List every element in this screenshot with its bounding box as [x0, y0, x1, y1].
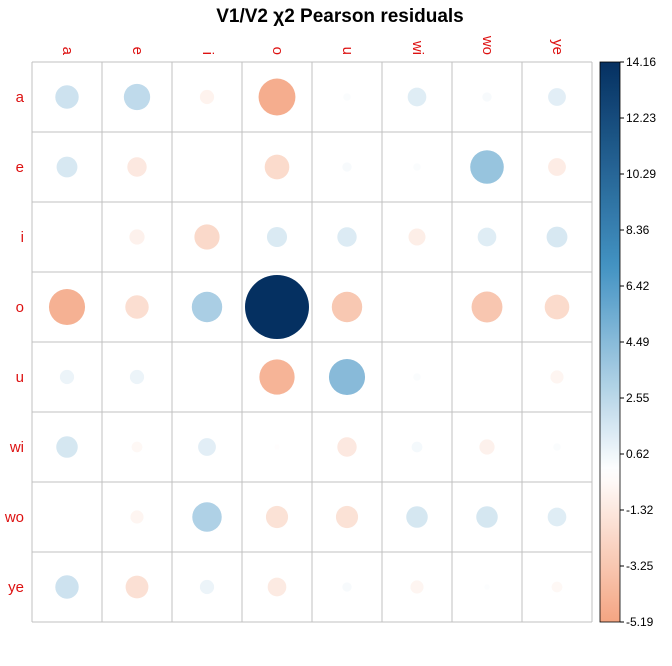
residual-circle-a-u — [343, 93, 351, 101]
residual-circle-o-e — [125, 295, 149, 319]
residual-circle-a-wi — [407, 87, 427, 107]
residual-circle-e-a — [56, 156, 78, 178]
residual-circle-wo-wo — [476, 506, 498, 528]
colorbar-tick-label: -5.19 — [626, 615, 654, 629]
residual-circle-o-a — [48, 288, 86, 326]
residual-circle-ye-ye — [551, 581, 563, 593]
colorbar-tick-label: 4.49 — [626, 335, 650, 349]
residual-circle-wo-ye — [547, 507, 567, 527]
residual-circle-e-wi — [413, 163, 421, 171]
residual-circle-i-wo — [477, 227, 497, 247]
row-label-a: a — [16, 89, 25, 106]
colorbar-scale — [599, 61, 621, 623]
residual-circle-ye-wi — [410, 580, 424, 594]
colorbar: 14.16 12.23 10.29 8.36 6.42 4.49 2.55 0.62 -1.32… — [599, 55, 656, 629]
row-label-e: e — [16, 159, 24, 176]
residual-circle-wi-o — [274, 444, 280, 450]
residual-circle-u-wi — [413, 373, 421, 381]
residual-circle-ye-o — [267, 577, 287, 597]
residual-circle-o-ye — [544, 294, 570, 320]
residual-circle-a-o — [258, 78, 296, 116]
residual-circle-a-i — [199, 89, 215, 105]
residual-circle-i-ye — [546, 226, 568, 248]
residual-circle-a-a — [55, 85, 79, 109]
column-label-i: i — [199, 52, 216, 55]
axis-labels: a e i o u wi wo ye a e i o u wi wo ye — [4, 35, 566, 596]
row-label-ye: ye — [8, 579, 24, 596]
residual-circle-wo-wi — [406, 506, 428, 528]
residual-circle-wo-i — [192, 502, 222, 532]
column-label-a: a — [59, 47, 76, 56]
residual-circles — [48, 78, 570, 599]
grid — [31, 61, 593, 623]
residual-circle-wi-a — [56, 436, 78, 458]
colorbar-tick-label: 14.16 — [626, 55, 656, 69]
residual-circle-a-e — [123, 83, 151, 111]
residual-circle-wi-e — [131, 441, 143, 453]
residual-circle-o-o — [245, 275, 309, 339]
residual-circle-wi-wi — [411, 441, 423, 453]
residual-circle-ye-e — [125, 575, 149, 599]
column-label-wo: wo — [479, 35, 496, 55]
colorbar-tick-label: 12.23 — [626, 111, 656, 125]
row-label-o: o — [16, 299, 24, 316]
residual-circle-i-u — [337, 227, 357, 247]
column-label-e: e — [129, 47, 146, 55]
column-label-u: u — [339, 47, 356, 55]
residual-circle-i-i — [194, 224, 220, 250]
residual-circle-wi-u — [337, 437, 357, 457]
column-label-wi: wi — [409, 40, 426, 55]
residual-circle-ye-i — [199, 579, 215, 595]
residual-circle-wi-ye — [553, 443, 561, 451]
residual-circle-o-u — [331, 291, 363, 323]
residual-circle-u-a — [59, 369, 75, 385]
row-label-i: i — [21, 229, 24, 246]
colorbar-tick-label: 0.62 — [626, 447, 650, 461]
residual-circle-wi-i — [198, 438, 216, 456]
residual-circle-wo-o — [265, 505, 289, 529]
column-label-ye: ye — [549, 39, 566, 55]
residual-circle-e-o — [264, 154, 290, 180]
colorbar-tick-label: 2.55 — [626, 391, 650, 405]
colorbar-tick-label: -3.25 — [626, 559, 654, 573]
residual-circle-ye-u — [342, 582, 352, 592]
residual-circle-o-wo — [471, 291, 503, 323]
row-label-u: u — [16, 369, 24, 386]
residual-circle-e-e — [127, 157, 147, 177]
residual-circle-a-ye — [548, 88, 566, 106]
residual-circle-u-e — [129, 369, 145, 385]
residual-circle-i-e — [129, 229, 145, 245]
residual-circle-o-i — [191, 291, 223, 323]
residual-circle-wo-e — [130, 510, 144, 524]
residual-circle-i-o — [266, 226, 288, 248]
colorbar-tick-label: 6.42 — [626, 279, 650, 293]
residual-circle-u-ye — [550, 370, 564, 384]
row-label-wi: wi — [9, 439, 24, 456]
residual-circle-wo-u — [335, 505, 359, 529]
residual-circle-i-wi — [408, 228, 426, 246]
residual-circle-wi-wo — [479, 439, 495, 455]
residual-circle-u-o — [259, 359, 295, 395]
residual-circle-a-wo — [482, 92, 492, 102]
residual-circle-e-u — [342, 162, 352, 172]
residual-circle-e-wo — [470, 150, 504, 184]
residual-circle-e-ye — [548, 158, 566, 176]
residual-circle-u-u — [328, 358, 366, 396]
chart-title: V1/V2 χ2 Pearson residuals — [216, 6, 464, 27]
column-label-o: o — [269, 47, 286, 55]
colorbar-tick-label: -1.32 — [626, 503, 654, 517]
colorbar-tick-label: 10.29 — [626, 167, 656, 181]
residual-circle-ye-a — [55, 575, 79, 599]
residual-circle-ye-wo — [484, 584, 490, 590]
row-label-wo: wo — [4, 509, 24, 526]
colorbar-tick-label: 8.36 — [626, 223, 650, 237]
